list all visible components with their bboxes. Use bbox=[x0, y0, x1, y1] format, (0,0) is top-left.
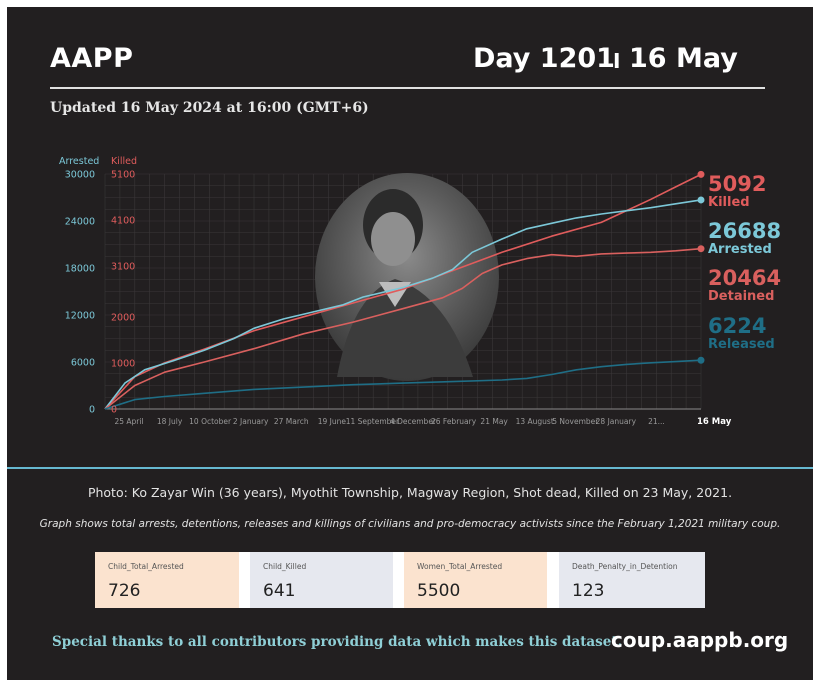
axis-labels: Arrested Killed 0 6000 12000 18000 24000 30000 0… bbox=[59, 156, 732, 427]
left-tick-label: 30000 bbox=[65, 170, 95, 181]
x-tick-label: 25 April bbox=[114, 417, 143, 426]
series-layer bbox=[104, 170, 705, 410]
left-tick-label: 18000 bbox=[65, 264, 95, 275]
x-tick-label: 11 September bbox=[346, 417, 400, 426]
stat-card-death-penalty: Death_Penalty_in_Detention 123 bbox=[559, 552, 705, 608]
x-tick-label: 26 February bbox=[431, 417, 477, 426]
x-tick-label: 21 May bbox=[480, 417, 508, 426]
end-value: 6224 bbox=[708, 314, 766, 338]
day-counter: Day 1201 bbox=[473, 43, 615, 74]
graph-note: Graph shows total arrests, detentions, r… bbox=[39, 518, 781, 530]
series-line-detained bbox=[104, 247, 702, 410]
stat-label: Child_Total_Arrested bbox=[108, 562, 184, 571]
x-tick-label: 10 October bbox=[189, 417, 232, 426]
end-series-label: Arrested bbox=[708, 242, 772, 257]
right-tick-label: 3100 bbox=[111, 262, 135, 273]
section-divider bbox=[7, 467, 813, 469]
header-rule bbox=[50, 87, 765, 89]
x-tick-label: 5 November bbox=[552, 417, 599, 426]
stat-card-child-total-arrested: Child_Total_Arrested 726 bbox=[95, 552, 239, 608]
day-separator: I bbox=[613, 49, 621, 73]
x-tick-label: 18 July bbox=[157, 417, 183, 426]
series-line-arrested bbox=[104, 199, 702, 410]
series-line-released bbox=[104, 359, 702, 410]
end-series-label: Released bbox=[708, 337, 775, 352]
x-tick-label: 16 May bbox=[697, 417, 732, 427]
stat-label: Women_Total_Arrested bbox=[417, 562, 503, 571]
end-series-label: Killed bbox=[708, 195, 750, 210]
left-tick-label: 0 bbox=[89, 405, 95, 416]
series-endpoint-killed bbox=[697, 170, 705, 178]
stat-label: Death_Penalty_in_Detention bbox=[572, 562, 678, 571]
end-value: 20464 bbox=[708, 266, 781, 290]
updated-timestamp: Updated 16 May 2024 at 16:00 (GMT+6) bbox=[50, 100, 369, 116]
date-label: 16 May bbox=[629, 43, 738, 74]
x-tick-label: 27 March bbox=[274, 417, 309, 426]
left-tick-label: 24000 bbox=[65, 217, 95, 228]
left-tick-label: 6000 bbox=[71, 358, 95, 369]
x-tick-label: 19 June bbox=[318, 417, 347, 426]
stat-card-child-killed: Child_Killed 641 bbox=[250, 552, 393, 608]
stat-card-women-total-arrested: Women_Total_Arrested 5500 bbox=[404, 552, 547, 608]
end-value: 26688 bbox=[708, 219, 781, 243]
right-tick-label: 1000 bbox=[111, 358, 135, 369]
stat-value: 123 bbox=[572, 581, 605, 601]
end-series-label: Detained bbox=[708, 289, 774, 304]
series-endpoint-arrested bbox=[697, 196, 705, 204]
left-axis-title: Arrested bbox=[59, 156, 99, 167]
thanks-note: Special thanks to all contributors provi… bbox=[52, 634, 623, 650]
website-link[interactable]: coup.aappb.org bbox=[611, 628, 789, 652]
right-axis-title: Killed bbox=[111, 156, 137, 167]
photo-portrait bbox=[315, 173, 499, 381]
x-tick-label: 13 August bbox=[516, 417, 554, 426]
series-endpoint-detained bbox=[697, 245, 705, 253]
x-tick-label: 28 January bbox=[596, 417, 637, 426]
right-tick-label: 2000 bbox=[111, 312, 135, 323]
stat-value: 5500 bbox=[417, 581, 461, 601]
right-tick-label: 4100 bbox=[111, 216, 135, 227]
x-tick-label: 2 January bbox=[233, 417, 269, 426]
left-tick-label: 12000 bbox=[65, 311, 95, 322]
x-tick-label: 4 December bbox=[390, 417, 437, 426]
stat-value: 641 bbox=[263, 581, 296, 601]
end-value: 5092 bbox=[708, 172, 766, 196]
series-endpoint-released bbox=[697, 356, 705, 364]
right-tick-label: 0 bbox=[111, 405, 117, 416]
right-tick-label: 5100 bbox=[111, 170, 135, 181]
line-chart: Arrested Killed 0 6000 12000 18000 24000 30000 0… bbox=[59, 156, 781, 427]
stat-value: 726 bbox=[108, 581, 141, 601]
stat-label: Child_Killed bbox=[263, 562, 307, 571]
infographic-card: AAPP Day 1201 I 16 May Updated 16 May 20… bbox=[7, 7, 813, 680]
brand-title: AAPP bbox=[50, 43, 134, 74]
photo-caption: Photo: Ko Zayar Win (36 years), Myothit … bbox=[87, 485, 733, 500]
x-tick-label: 21... bbox=[648, 417, 665, 426]
